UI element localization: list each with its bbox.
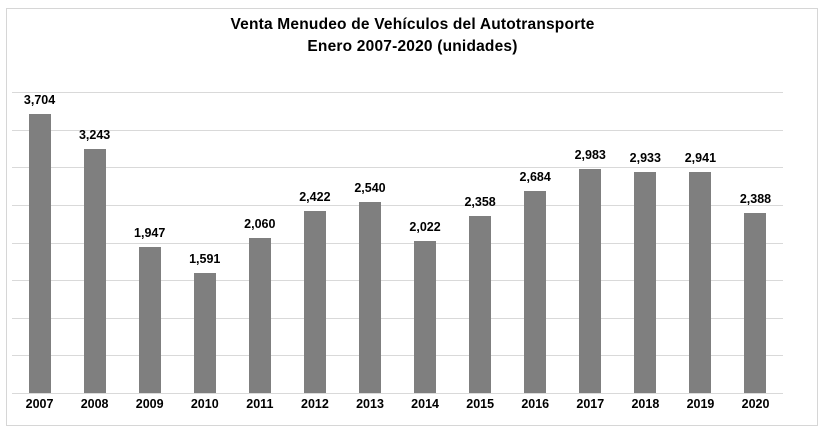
- bar-2008: [83, 148, 106, 393]
- gridline: [12, 92, 783, 93]
- bar-2012: [303, 210, 326, 393]
- bar-2011: [248, 238, 271, 393]
- bar-value-label: 2,941: [684, 150, 717, 165]
- gridline: [12, 280, 783, 282]
- bar-2019: [689, 171, 712, 393]
- bar-value-label: 2,358: [464, 194, 496, 209]
- x-axis-label-2011: 2011: [246, 397, 274, 411]
- x-axis-label-2019: 2019: [686, 397, 715, 411]
- gridline: [12, 204, 783, 206]
- bar-slot: 2,022: [398, 92, 453, 393]
- bar-slot: 2,358: [453, 92, 508, 393]
- bar-slot: 2,388: [728, 92, 783, 393]
- bar-value-label: 1,591: [189, 252, 221, 267]
- bar-value-label: 2,422: [299, 189, 331, 204]
- bar-value-label: 3,243: [78, 127, 111, 142]
- x-axis-label-2008: 2008: [80, 397, 109, 411]
- bar-value-label: 2,540: [354, 180, 386, 195]
- bar-2013: [358, 201, 381, 393]
- bar-slot: 2,983: [563, 92, 618, 393]
- plot-area: 3,704 3,243 1,947 1,591 2,060 2,422 2,540 2,022…: [12, 92, 783, 394]
- bar-value-label: 2,388: [739, 192, 772, 207]
- bar-slot: 2,422: [287, 92, 342, 393]
- chart-title-block: Venta Menudeo de Vehículos del Autotrans…: [0, 13, 825, 58]
- x-axis: 2007 2008 2009 2010 2011 2012 2013 2014 2015 2016…: [12, 397, 783, 411]
- bar-value-label: 2,684: [519, 170, 551, 185]
- x-axis-label-2012: 2012: [301, 397, 329, 411]
- bar-2014: [414, 240, 437, 393]
- bar-slot: 3,704: [12, 92, 67, 393]
- bar-2018: [634, 172, 657, 393]
- bar-2009: [138, 246, 161, 393]
- bar-slot: 1,591: [177, 92, 232, 393]
- gridline: [12, 355, 783, 357]
- bar-value-label: 3,704: [23, 93, 56, 108]
- bar-slot: 3,243: [67, 92, 122, 393]
- x-axis-label-2016: 2016: [521, 397, 550, 411]
- gridline: [12, 167, 783, 169]
- bar-slot: 1,947: [122, 92, 177, 393]
- bar-value-label: 2,983: [574, 147, 606, 162]
- bar-value-label: 2,022: [409, 219, 441, 234]
- bar-2015: [469, 215, 492, 393]
- bar-slot: 2,684: [508, 92, 563, 393]
- bar-slot: 2,933: [618, 92, 673, 393]
- chart-title: Venta Menudeo de Vehículos del Autotrans…: [230, 16, 595, 33]
- x-axis-label-2017: 2017: [576, 397, 605, 411]
- gridline: [12, 317, 783, 319]
- x-axis-label-2007: 2007: [25, 397, 54, 411]
- x-axis-label-2009: 2009: [135, 397, 164, 411]
- gridline: [12, 129, 783, 131]
- bar-2010: [193, 273, 216, 393]
- x-axis-label-2018: 2018: [631, 397, 660, 411]
- x-axis-label-2010: 2010: [190, 397, 219, 411]
- x-axis-label-2020: 2020: [741, 397, 770, 411]
- bar-slot: 2,540: [342, 92, 397, 393]
- x-axis-label-2013: 2013: [356, 397, 384, 411]
- x-axis-label-2015: 2015: [466, 397, 495, 411]
- bar-2016: [524, 191, 547, 393]
- chart-subtitle: Enero 2007-2020 (unidades): [307, 38, 518, 55]
- bar-value-label: 1,947: [134, 225, 166, 240]
- bar-2017: [579, 168, 602, 393]
- bar-slot: 2,060: [232, 92, 287, 393]
- x-axis-label-2014: 2014: [411, 397, 439, 411]
- bar-slot: 2,941: [673, 92, 728, 393]
- gridline: [12, 242, 783, 244]
- x-axis-line: [12, 393, 783, 394]
- bar-2007: [28, 114, 51, 393]
- bar-value-label: 2,060: [244, 217, 276, 231]
- bar-value-label: 2,933: [629, 151, 661, 166]
- bar-2020: [744, 213, 767, 393]
